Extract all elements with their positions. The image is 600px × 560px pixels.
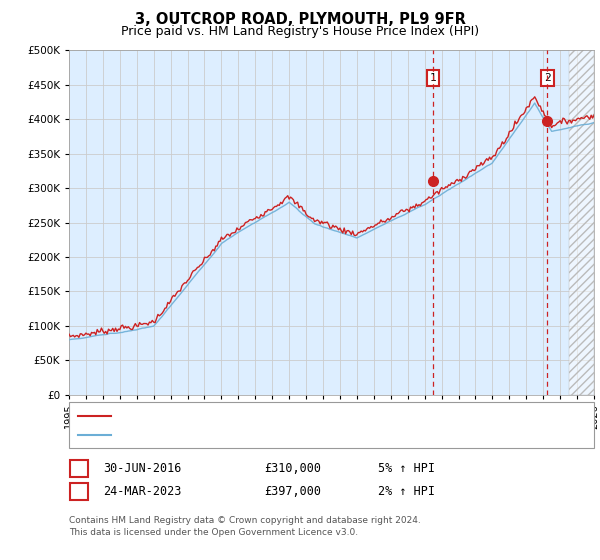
- Text: 3, OUTCROP ROAD, PLYMOUTH, PL9 9FR: 3, OUTCROP ROAD, PLYMOUTH, PL9 9FR: [134, 12, 466, 27]
- Text: 2: 2: [76, 485, 83, 498]
- Text: Price paid vs. HM Land Registry's House Price Index (HPI): Price paid vs. HM Land Registry's House …: [121, 25, 479, 38]
- Text: Contains HM Land Registry data © Crown copyright and database right 2024.
This d: Contains HM Land Registry data © Crown c…: [69, 516, 421, 537]
- Text: 30-JUN-2016: 30-JUN-2016: [103, 462, 182, 475]
- Text: 1: 1: [430, 73, 436, 83]
- Text: 1: 1: [76, 462, 83, 475]
- Text: 2% ↑ HPI: 2% ↑ HPI: [378, 485, 435, 498]
- Text: 5% ↑ HPI: 5% ↑ HPI: [378, 462, 435, 475]
- Text: HPI: Average price, detached house, City of Plymouth: HPI: Average price, detached house, City…: [116, 430, 441, 440]
- Text: £397,000: £397,000: [264, 485, 321, 498]
- Text: £310,000: £310,000: [264, 462, 321, 475]
- Text: 2: 2: [544, 73, 551, 83]
- Text: 3, OUTCROP ROAD, PLYMOUTH, PL9 9FR (detached house): 3, OUTCROP ROAD, PLYMOUTH, PL9 9FR (deta…: [116, 411, 434, 421]
- Text: 24-MAR-2023: 24-MAR-2023: [103, 485, 182, 498]
